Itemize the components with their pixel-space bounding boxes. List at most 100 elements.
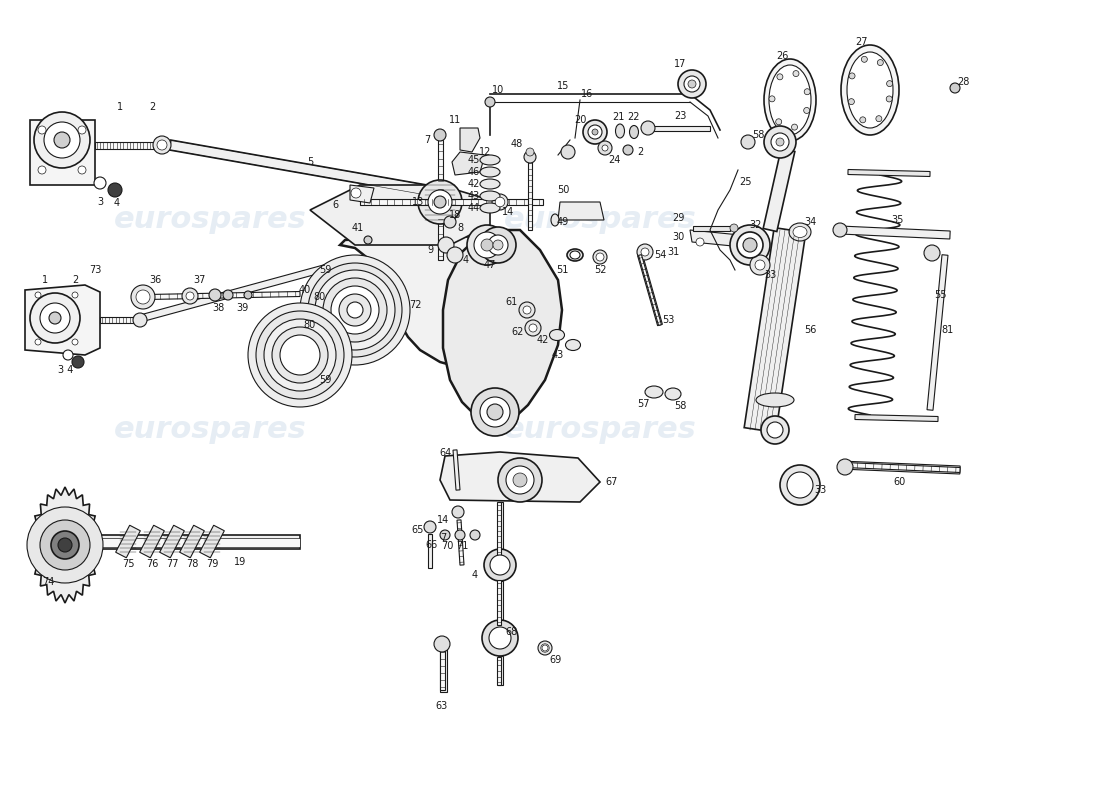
Text: 43: 43 — [468, 191, 480, 201]
Text: 27: 27 — [856, 37, 868, 47]
Polygon shape — [456, 520, 464, 565]
Polygon shape — [690, 230, 743, 247]
Text: 71: 71 — [455, 541, 469, 551]
Circle shape — [767, 422, 783, 438]
Polygon shape — [497, 657, 500, 685]
Text: 31: 31 — [667, 247, 679, 257]
Circle shape — [750, 255, 770, 275]
Text: 39: 39 — [235, 303, 249, 313]
Circle shape — [223, 290, 233, 300]
Circle shape — [764, 126, 796, 158]
Circle shape — [35, 339, 41, 345]
Text: 65: 65 — [411, 525, 425, 535]
Text: 2: 2 — [72, 275, 78, 285]
Polygon shape — [497, 580, 500, 625]
Text: 7: 7 — [440, 533, 447, 543]
Circle shape — [133, 313, 147, 327]
Ellipse shape — [645, 386, 663, 398]
Circle shape — [837, 459, 852, 475]
Polygon shape — [839, 226, 950, 239]
Polygon shape — [497, 656, 503, 685]
Circle shape — [522, 306, 531, 314]
Text: 14: 14 — [502, 207, 514, 217]
Circle shape — [769, 96, 776, 102]
Circle shape — [519, 302, 535, 318]
Polygon shape — [443, 230, 562, 422]
Circle shape — [256, 311, 344, 399]
Polygon shape — [169, 140, 455, 200]
Circle shape — [678, 70, 706, 98]
Text: 75: 75 — [122, 559, 134, 569]
Polygon shape — [645, 126, 710, 130]
Text: eurospares: eurospares — [113, 415, 307, 445]
Text: 19: 19 — [234, 557, 246, 567]
Polygon shape — [497, 502, 500, 555]
Text: 81: 81 — [942, 325, 954, 335]
Ellipse shape — [789, 223, 811, 241]
Text: 38: 38 — [212, 303, 224, 313]
Circle shape — [323, 278, 387, 342]
Circle shape — [131, 285, 155, 309]
Circle shape — [480, 397, 510, 427]
Circle shape — [696, 238, 704, 246]
Text: 16: 16 — [581, 89, 593, 99]
Circle shape — [455, 530, 465, 540]
Circle shape — [878, 59, 883, 66]
Text: 72: 72 — [409, 300, 421, 310]
Circle shape — [485, 97, 495, 107]
Circle shape — [468, 225, 507, 265]
Text: 37: 37 — [194, 275, 206, 285]
Circle shape — [602, 145, 608, 151]
Text: 30: 30 — [672, 232, 684, 242]
Text: 47: 47 — [484, 260, 496, 270]
Circle shape — [792, 124, 798, 130]
Ellipse shape — [629, 126, 638, 138]
Circle shape — [526, 148, 534, 156]
Circle shape — [641, 121, 654, 135]
Text: 33: 33 — [814, 485, 826, 495]
Circle shape — [688, 80, 696, 88]
Circle shape — [641, 248, 649, 256]
Text: 80: 80 — [304, 320, 316, 330]
Text: 61: 61 — [506, 297, 518, 307]
Circle shape — [598, 141, 612, 155]
Circle shape — [40, 520, 90, 570]
Circle shape — [490, 555, 510, 575]
Polygon shape — [25, 285, 100, 355]
Polygon shape — [763, 149, 795, 231]
Text: 50: 50 — [557, 185, 569, 195]
Polygon shape — [310, 185, 490, 245]
Circle shape — [529, 324, 537, 332]
Ellipse shape — [764, 59, 816, 141]
Text: 79: 79 — [206, 559, 218, 569]
Circle shape — [264, 319, 336, 391]
Ellipse shape — [769, 65, 811, 135]
Text: 17: 17 — [674, 59, 686, 69]
Text: 57: 57 — [637, 399, 649, 409]
Text: 56: 56 — [804, 325, 816, 335]
Text: 53: 53 — [662, 315, 674, 325]
Text: 58: 58 — [674, 401, 686, 411]
Circle shape — [315, 270, 395, 350]
Ellipse shape — [793, 226, 807, 238]
Circle shape — [434, 636, 450, 652]
Text: 35: 35 — [892, 215, 904, 225]
Circle shape — [776, 138, 784, 146]
Polygon shape — [440, 452, 600, 502]
Polygon shape — [200, 526, 224, 558]
Circle shape — [833, 223, 847, 237]
Text: 46: 46 — [468, 167, 480, 177]
Circle shape — [339, 294, 371, 326]
Text: 6: 6 — [332, 200, 338, 210]
Circle shape — [108, 183, 122, 197]
Text: 54: 54 — [653, 250, 667, 260]
Text: 29: 29 — [672, 213, 684, 223]
Text: eurospares: eurospares — [504, 206, 696, 234]
Text: 25: 25 — [739, 177, 751, 187]
Circle shape — [623, 145, 632, 155]
Circle shape — [583, 120, 607, 144]
Text: 1: 1 — [117, 102, 123, 112]
Circle shape — [777, 74, 783, 80]
Circle shape — [39, 126, 46, 134]
Text: 36: 36 — [148, 275, 161, 285]
